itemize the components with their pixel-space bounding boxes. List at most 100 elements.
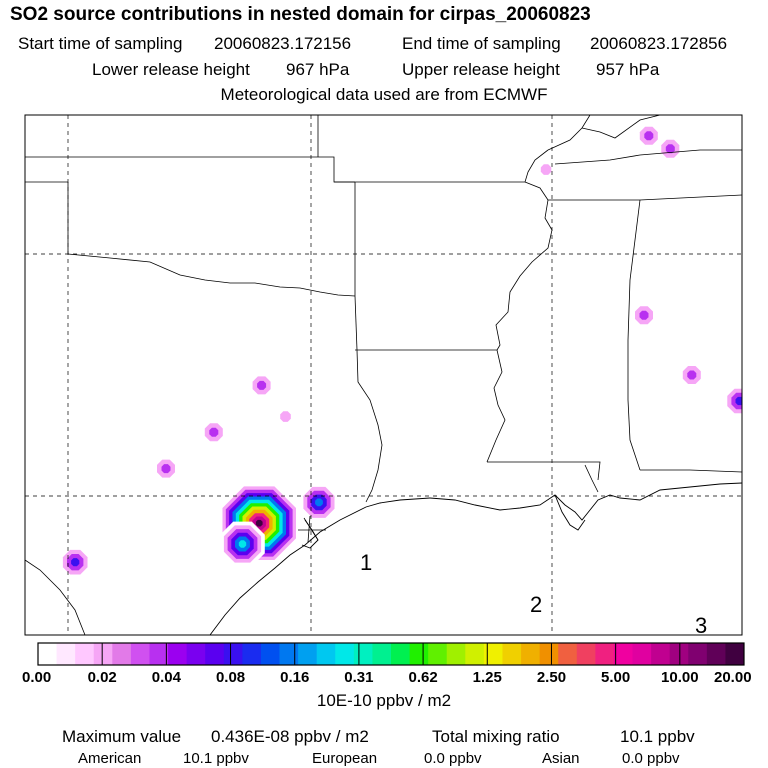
colorbar-cell bbox=[186, 643, 206, 665]
european-value: 0.0 ppbv bbox=[424, 750, 482, 767]
colorbar-cell bbox=[279, 643, 299, 665]
plume-contour bbox=[476, 143, 492, 159]
plume-contour bbox=[71, 558, 80, 567]
chart-title: SO2 source contributions in nested domai… bbox=[10, 4, 591, 25]
plume-tn-site-b bbox=[535, 159, 557, 181]
colorbar-cell bbox=[428, 643, 448, 665]
max-value-label: Maximum value bbox=[62, 727, 182, 746]
plume-contour bbox=[540, 164, 552, 175]
plume-contour bbox=[543, 463, 559, 479]
colorbar-cell bbox=[669, 643, 689, 665]
colorbar-cell bbox=[613, 643, 633, 665]
plume-contour bbox=[639, 310, 649, 320]
start-time-value: 20060823.172156 bbox=[214, 34, 352, 53]
map-frame bbox=[24, 114, 743, 636]
colorbar-cell bbox=[725, 643, 745, 665]
plume-contour bbox=[209, 427, 219, 437]
plume-contour bbox=[644, 131, 654, 141]
end-time-label: End time of sampling bbox=[402, 34, 561, 53]
plume-contour bbox=[433, 468, 449, 484]
plume-ky-site-a bbox=[677, 224, 693, 240]
plume-freeport-site bbox=[220, 521, 265, 567]
al-fl-border bbox=[640, 469, 742, 473]
plume-tn-site-d bbox=[656, 135, 684, 163]
plume-ms-site-b bbox=[543, 463, 559, 479]
plume-contour bbox=[677, 224, 693, 240]
plume-contour bbox=[315, 498, 323, 507]
ms-tn-border bbox=[548, 194, 742, 201]
colorbar-cell bbox=[632, 643, 652, 665]
colorbar-ticks: 0.00 0.02 0.04 0.08 0.16 0.31 0.62 1.25 2.50 5.00… bbox=[22, 643, 752, 686]
colorbar-cell bbox=[595, 643, 615, 665]
plume-layer bbox=[58, 122, 742, 579]
colorbar-cell bbox=[409, 643, 429, 665]
sabine-river bbox=[356, 349, 383, 503]
colorbar-cell bbox=[130, 643, 150, 665]
colorbar-cell bbox=[205, 643, 225, 665]
colorbar-cell bbox=[168, 643, 188, 665]
plume-al-site-e bbox=[729, 234, 742, 250]
met-data-line: Meteorological data used are from ECMWF bbox=[220, 85, 548, 104]
american-label: American bbox=[78, 750, 142, 767]
colorbar-cell bbox=[112, 643, 132, 665]
colorbar-cell bbox=[706, 643, 726, 665]
plume-contour bbox=[729, 234, 742, 250]
plume-contour bbox=[380, 331, 396, 347]
asian-value: 0.0 ppbv bbox=[622, 750, 680, 767]
plume-al-site-b bbox=[678, 361, 706, 389]
total-mixing-value: 10.1 ppbv bbox=[620, 727, 695, 746]
texas-coast bbox=[209, 497, 431, 635]
colorbar-tick-label: 10.00 bbox=[661, 669, 699, 686]
colorbar-cell bbox=[465, 643, 485, 665]
map-label-2: 2 bbox=[530, 592, 542, 617]
pearl-river bbox=[584, 464, 599, 493]
plume-tn-site-a bbox=[476, 143, 492, 159]
plume-tx-site-a bbox=[248, 371, 276, 399]
ar-north-border bbox=[334, 149, 549, 183]
mississippi-river-b bbox=[486, 349, 506, 463]
plume-al-site-a bbox=[630, 301, 658, 329]
plume-tx-site-d bbox=[152, 455, 180, 483]
plume-contour bbox=[257, 380, 267, 390]
colorbar-cell bbox=[38, 643, 57, 665]
plume-south-texas-site bbox=[58, 545, 92, 579]
colorbar-cell bbox=[242, 643, 262, 665]
colorbar-tick-label: 0.62 bbox=[408, 669, 437, 686]
grid-lines bbox=[25, 115, 742, 635]
plume-al-site-c bbox=[723, 384, 742, 418]
mo-mississippi bbox=[547, 115, 591, 151]
plume-ar-site-a bbox=[380, 331, 396, 347]
colorbar-tick-label: 0.00 bbox=[22, 669, 51, 686]
colorbar-units: 10E-10 ppbv / m2 bbox=[317, 691, 451, 710]
plume-gulf-site bbox=[593, 487, 609, 503]
galveston-bay bbox=[301, 519, 319, 549]
colorbar-cell bbox=[75, 643, 95, 665]
colorbar-cell bbox=[298, 643, 318, 665]
ms-al-border bbox=[627, 199, 641, 471]
colorbar-cell bbox=[335, 643, 355, 665]
plume-contour bbox=[238, 540, 247, 548]
european-label: European bbox=[312, 750, 378, 767]
plume-sabine-site bbox=[299, 483, 339, 522]
plume-la-site-a bbox=[335, 427, 351, 443]
sampling-track bbox=[298, 515, 326, 543]
colorbar-tick-label: 20.00 bbox=[714, 669, 752, 686]
lower-height-label: Lower release height bbox=[92, 60, 250, 79]
plume-contour bbox=[665, 144, 675, 154]
colorbar-cell bbox=[688, 643, 708, 665]
total-mixing-label: Total mixing ratio bbox=[432, 727, 560, 746]
plume-contour bbox=[280, 411, 291, 422]
end-time-value: 20060823.172856 bbox=[590, 34, 728, 53]
plume-tx-site-b bbox=[275, 406, 296, 428]
tn-ky-border bbox=[554, 149, 742, 165]
colorbar-cell bbox=[539, 643, 559, 665]
plume-tn-site-c bbox=[635, 122, 663, 150]
plume-contour bbox=[255, 519, 263, 527]
asian-label: Asian bbox=[542, 750, 580, 767]
max-value: 0.436E-08 ppbv / m2 bbox=[211, 727, 369, 746]
colorbar-cell bbox=[56, 643, 76, 665]
tx-rio-grande bbox=[25, 559, 86, 635]
ok-east-border bbox=[318, 156, 355, 183]
plume-contour bbox=[161, 464, 171, 474]
